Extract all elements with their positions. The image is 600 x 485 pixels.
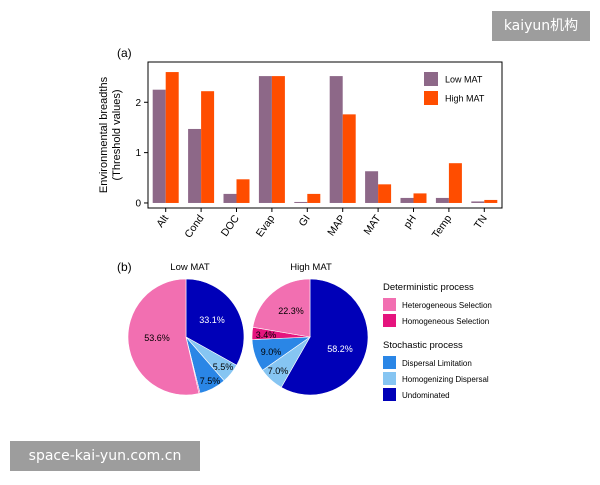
bar-ph-low-mat xyxy=(400,197,414,203)
y-tick-label: 0 xyxy=(135,198,141,209)
pie-title-high-mat: High MAT xyxy=(290,262,332,273)
pie-slice-low-mat-heterogeneous-selection xyxy=(127,278,200,396)
bar-temp-high-mat xyxy=(448,163,462,203)
x-tick-label: DOC xyxy=(219,213,242,239)
bar-ph-high-mat xyxy=(413,193,427,203)
pie-label-low-mat-homogenizing-dispersal: 5.5% xyxy=(213,362,234,372)
x-tick-label: TN xyxy=(472,213,490,231)
legend-label-heterogeneous-selection: Heterogeneous Selection xyxy=(402,301,492,310)
panel-label-b: (b) xyxy=(117,260,132,274)
legend-label-high-mat: High MAT xyxy=(445,94,485,104)
bar-map-low-mat xyxy=(329,76,343,203)
legend-swatch-low-mat xyxy=(424,72,438,86)
bar-tn-high-mat xyxy=(484,199,498,203)
bar-gi-low-mat xyxy=(294,201,308,203)
legend-label-homogenizing-dispersal: Homogenizing Dispersal xyxy=(402,375,489,384)
y-tick-label: 1 xyxy=(135,148,141,159)
y-axis-label-line2: (Threshold values) xyxy=(111,89,123,180)
x-tick-label: pH xyxy=(401,213,419,231)
bar-tn-low-mat xyxy=(471,201,485,203)
pie-label-low-mat-dispersal-limitation: 7.5% xyxy=(200,376,221,386)
pie-slice-high-mat-undominated xyxy=(280,278,369,396)
pie-label-low-mat-heterogeneous-selection: 53.6% xyxy=(144,333,170,343)
pie-label-high-mat-dispersal-limitation: 9.0% xyxy=(261,347,282,357)
legend-label-homogeneous-selection: Homogeneous Selection xyxy=(402,317,489,326)
y-axis-label-line1: Environmental breadths xyxy=(98,76,110,193)
bar-doc-low-mat xyxy=(223,193,237,203)
bar-gi-high-mat xyxy=(307,193,321,203)
pie-label-high-mat-homogenizing-dispersal: 7.0% xyxy=(268,366,289,376)
pie-title-low-mat: Low MAT xyxy=(170,262,210,273)
pie-label-high-mat-undominated: 58.2% xyxy=(327,344,353,354)
legend-swatch-undominated xyxy=(383,388,396,401)
bar-mat-high-mat xyxy=(378,184,392,203)
legend-swatch-high-mat xyxy=(424,91,438,105)
pie-slice-high-mat-heterogeneous-selection xyxy=(252,278,311,338)
x-tick-label: Alt xyxy=(154,213,171,230)
legend-swatch-homogeneous-selection xyxy=(383,314,396,327)
bar-evap-low-mat xyxy=(258,76,272,203)
x-tick-label: Temp xyxy=(430,213,455,241)
watermark-bottom: space-kai-yun.com.cn xyxy=(10,441,200,471)
legend-swatch-heterogeneous-selection xyxy=(383,298,396,311)
watermark-top: kaiyun机构 xyxy=(492,11,590,41)
bar-doc-high-mat xyxy=(236,179,250,203)
bar-alt-low-mat xyxy=(152,89,166,203)
bar-cond-low-mat xyxy=(188,128,202,203)
legend-group-title-0: Deterministic process xyxy=(383,282,474,293)
bar-evap-high-mat xyxy=(271,76,285,203)
legend-label-low-mat: Low MAT xyxy=(445,75,483,85)
pie-label-high-mat-heterogeneous-selection: 22.3% xyxy=(278,306,304,316)
y-tick-label: 2 xyxy=(135,98,141,109)
x-tick-label: Evap xyxy=(254,213,278,240)
legend-group-title-1: Stochastic process xyxy=(383,340,463,351)
pie-label-low-mat-undominated: 33.1% xyxy=(199,315,225,325)
legend-swatch-homogenizing-dispersal xyxy=(383,372,396,385)
bar-alt-high-mat xyxy=(165,72,179,203)
x-tick-label: Cond xyxy=(182,213,206,241)
x-tick-label: MAT xyxy=(361,212,383,237)
legend-label-dispersal-limitation: Dispersal Limitation xyxy=(402,359,472,368)
bar-cond-high-mat xyxy=(201,91,215,203)
pie-slice-low-mat-undominated xyxy=(185,278,245,366)
x-tick-label: MAP xyxy=(325,213,348,239)
bar-temp-low-mat xyxy=(435,197,449,203)
legend-swatch-dispersal-limitation xyxy=(383,356,396,369)
bar-map-high-mat xyxy=(342,114,356,203)
x-tick-label: GI xyxy=(297,213,313,229)
pie-label-high-mat-homogeneous-selection: 3.4% xyxy=(256,330,277,340)
legend-label-undominated: Undominated xyxy=(402,391,450,400)
bar-plot-frame xyxy=(147,61,503,209)
panel-label-a: (a) xyxy=(117,46,132,60)
bar-mat-low-mat xyxy=(365,171,379,203)
